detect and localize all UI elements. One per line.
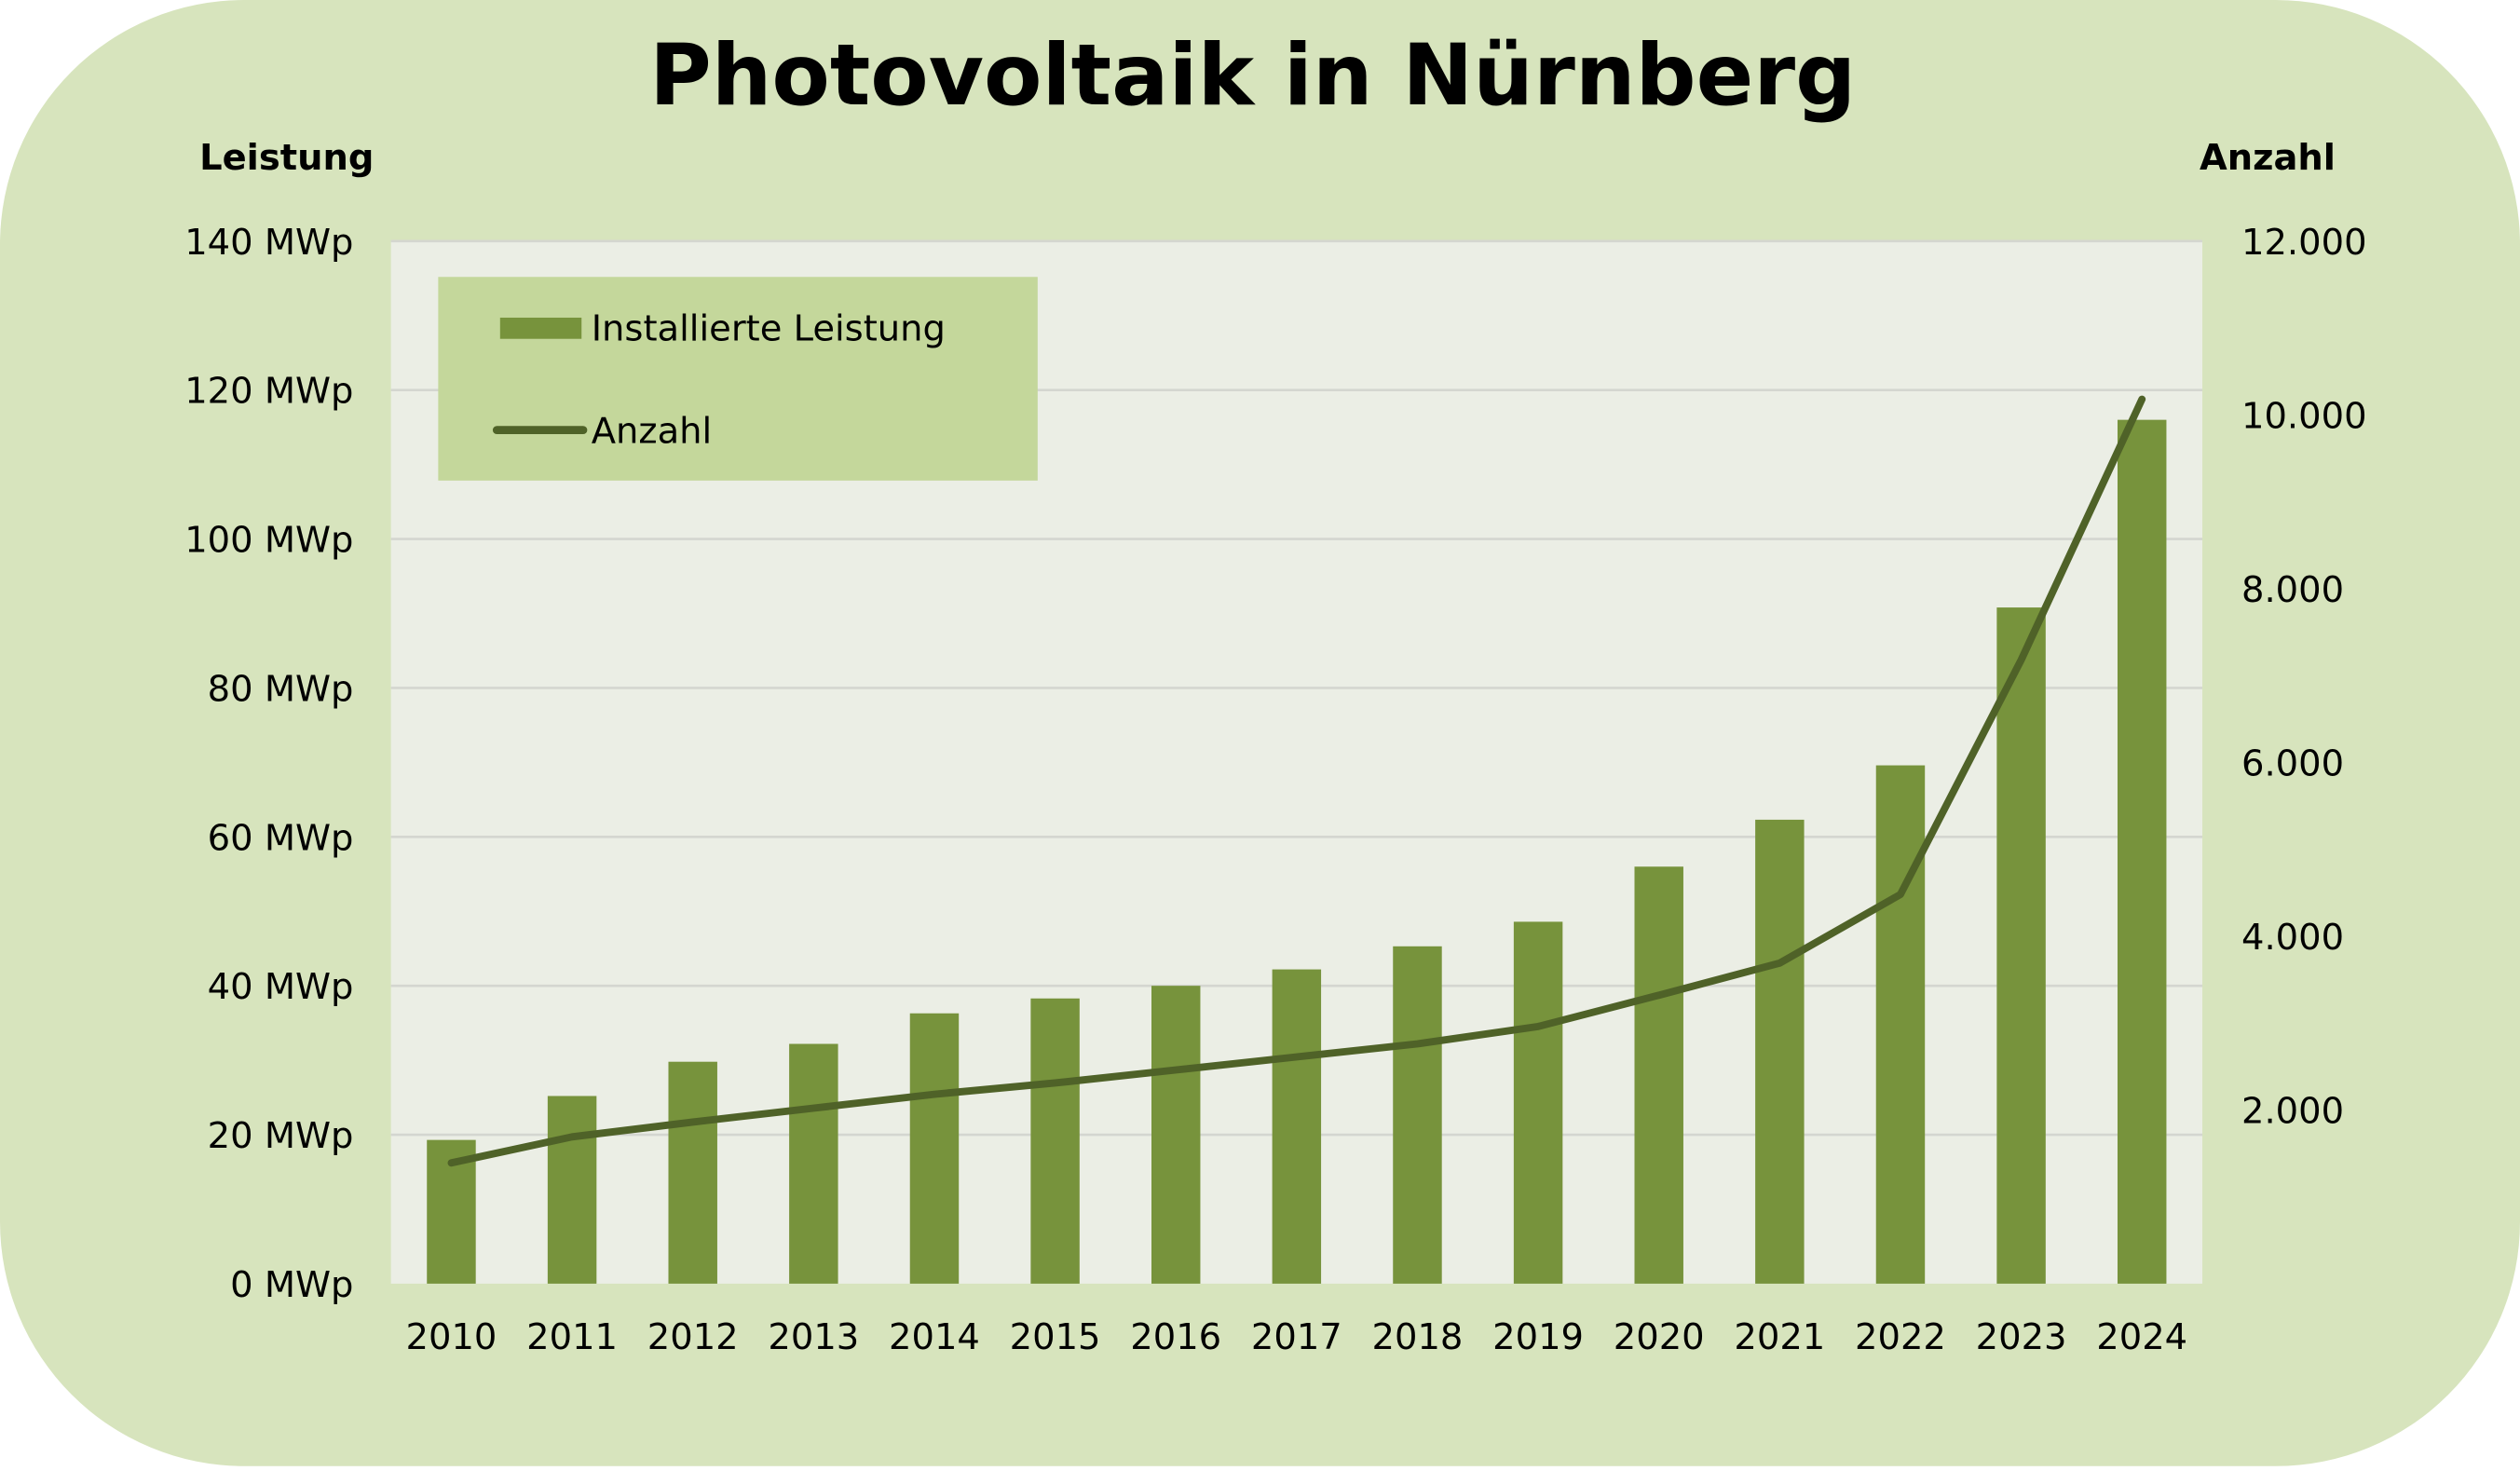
right-tick-label: 2.000 [2241, 1090, 2344, 1132]
left-tick-label: 20 MWp [208, 1115, 354, 1157]
left-axis-title: Leistung [199, 137, 374, 179]
bar-2015 [1030, 998, 1080, 1284]
bar-2018 [1393, 946, 1442, 1284]
x-tick-label: 2017 [1251, 1316, 1342, 1358]
x-tick-label: 2010 [406, 1316, 497, 1358]
bar-2014 [909, 1013, 960, 1284]
left-tick-label: 40 MWp [208, 966, 354, 1008]
legend-label-leistung: Installierte Leistung [592, 307, 946, 349]
x-tick-label: 2024 [2096, 1316, 2187, 1358]
bar-2024 [2117, 419, 2167, 1284]
x-tick-label: 2018 [1372, 1316, 1464, 1358]
x-tick-label: 2023 [1976, 1316, 2067, 1358]
legend-bar-swatch [499, 317, 582, 339]
right-tick-label: 6.000 [2241, 742, 2344, 784]
x-tick-label: 2015 [1010, 1316, 1101, 1358]
x-tick-label: 2016 [1130, 1316, 1221, 1358]
right-tick-label: 8.000 [2241, 569, 2344, 611]
bar-2012 [668, 1061, 717, 1284]
x-tick-label: 2020 [1614, 1316, 1705, 1358]
right-axis-title: Anzahl [2200, 137, 2336, 179]
x-tick-label: 2014 [889, 1316, 980, 1358]
bar-2013 [789, 1043, 838, 1284]
left-tick-label: 100 MWp [184, 520, 353, 562]
bar-2016 [1151, 986, 1201, 1284]
legend: Installierte Leistung Anzahl [438, 277, 1038, 481]
x-tick-label: 2022 [1855, 1316, 1946, 1358]
bar-2011 [547, 1096, 597, 1284]
bar-2017 [1272, 969, 1322, 1284]
bar-2019 [1513, 921, 1563, 1284]
bar-2020 [1634, 866, 1683, 1284]
bar-2022 [1875, 765, 1926, 1284]
left-tick-label: 80 MWp [208, 668, 354, 710]
right-tick-label: 12.000 [2241, 222, 2367, 264]
left-tick-label: 60 MWp [208, 817, 354, 859]
right-tick-label: 4.000 [2241, 917, 2344, 959]
x-tick-label: 2012 [647, 1316, 739, 1358]
x-tick-label: 2011 [526, 1316, 618, 1358]
x-tick-label: 2013 [768, 1316, 859, 1358]
legend-label-anzahl: Anzahl [592, 411, 712, 453]
left-tick-label: 140 MWp [184, 222, 353, 264]
chart-title: Photovoltaik in Nürnberg [649, 27, 1856, 125]
left-tick-label: 0 MWp [230, 1264, 353, 1306]
bar-2021 [1755, 819, 1805, 1284]
left-tick-label: 120 MWp [184, 371, 353, 413]
bar-2023 [1996, 607, 2046, 1284]
x-tick-label: 2021 [1734, 1316, 1825, 1358]
right-tick-label: 10.000 [2241, 395, 2367, 437]
x-tick-label: 2019 [1492, 1316, 1584, 1358]
